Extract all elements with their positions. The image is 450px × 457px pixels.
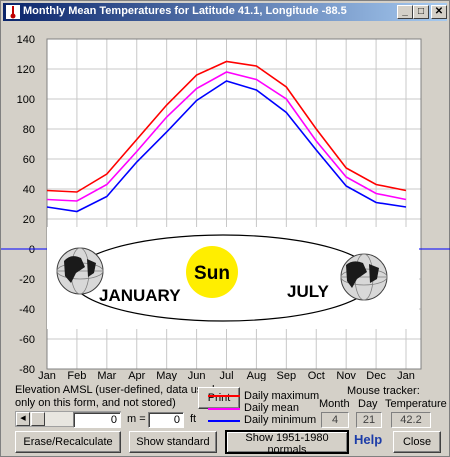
show-normals-button[interactable]: Show 1951-1980 normals [225,430,349,456]
y-tick-label: 20 [23,214,35,226]
legend-mean-line [208,408,240,410]
tracker-month-value: 4 [321,412,349,428]
sun-circle [186,246,238,298]
tracker-month-label: Month [319,398,350,410]
x-tick-label: Jan [38,370,56,381]
feet-elevation-field[interactable]: 0 [148,412,184,428]
minimize-button[interactable]: _ [397,5,413,19]
x-tick-label: Dec [366,370,386,381]
y-tick-label: -40 [19,304,35,316]
y-tick-label: -80 [19,364,35,376]
y-tick-label: 60 [23,154,35,166]
x-tick-label: Oct [308,370,325,381]
july-label: JULY [287,282,330,301]
y-tick-label: 120 [17,64,35,76]
series-min-line [46,80,407,213]
meters-label: m = [127,413,146,425]
plot-frame [46,38,422,370]
minimize-icon: _ [402,6,408,17]
show-standard-button[interactable]: Show standard [129,431,217,453]
temperature-chart[interactable]: 140 120 100 80 60 40 20 0 -20 -40 -60 -80 Jan Feb Mar… [1,23,450,382]
sun-label: Sun [194,263,230,284]
x-tick-label: Apr [128,370,145,381]
globe-january-icon [56,247,104,295]
series-mean-line [46,71,407,202]
print-button[interactable]: Print [198,387,240,409]
y-tick-label: -60 [19,334,35,346]
erase-recalculate-button[interactable]: Erase/Recalculate [15,431,121,453]
title-bar: Monthly Mean Temperatures for Latitude 4… [3,3,447,21]
january-label: JANUARY [99,286,181,305]
series-max-line [46,60,407,193]
maximize-icon: □ [417,6,425,17]
elevation-label-line2: only on this form, and not stored) [15,397,176,409]
tracker-temperature-label: Temperature [385,398,447,410]
x-tick-label: Feb [67,370,86,381]
maximize-button[interactable]: □ [413,5,429,19]
globe-july-icon [340,253,388,301]
y-tick-label: -20 [19,274,35,286]
close-icon: ✕ [434,6,444,17]
x-tick-label: Sep [277,370,297,381]
legend-max-line [208,395,240,397]
chart-area[interactable]: 140 120 100 80 60 40 20 0 -20 -40 -60 -80 Jan Feb Mar… [1,23,450,382]
x-tick-label: Jul [219,370,233,381]
legend-min-label: Daily minimum [244,414,317,426]
tracker-day-value: 21 [356,412,382,428]
x-tick-label: Jun [188,370,206,381]
close-button[interactable]: Close [393,431,441,453]
tracker-temperature-value: 42.2 [391,412,431,428]
help-link[interactable]: Help [354,432,383,447]
x-tick-label: May [156,370,177,381]
thermometer-app-icon [6,5,20,19]
x-tick-label: Mar [97,370,116,381]
legend-mean-label: Daily mean [244,402,300,414]
feet-label: ft [190,413,197,425]
y-tick-label: 40 [23,184,35,196]
meters-elevation-field[interactable]: 0 [73,412,121,428]
x-tick-label: Jan [397,370,415,381]
scroll-left-arrow-icon[interactable]: ◀ [16,412,30,426]
x-tick-label: Aug [247,370,267,381]
legend-min-line [208,420,240,422]
y-tick-label: 140 [17,34,35,46]
y-tick-label: 0 [29,244,35,256]
mouse-tracker-title: Mouse tracker: [347,385,420,397]
scroll-thumb[interactable] [31,412,45,426]
y-tick-label: 100 [17,94,35,106]
legend-max-label: Daily maximum [244,390,320,402]
close-window-button[interactable]: ✕ [431,5,447,19]
y-tick-label: 80 [23,124,35,136]
elevation-label-line1: Elevation AMSL (user-defined, data used [15,384,215,396]
x-tick-label: Nov [336,370,356,381]
window-title: Monthly Mean Temperatures for Latitude 4… [23,5,347,17]
tracker-day-label: Day [358,398,378,410]
